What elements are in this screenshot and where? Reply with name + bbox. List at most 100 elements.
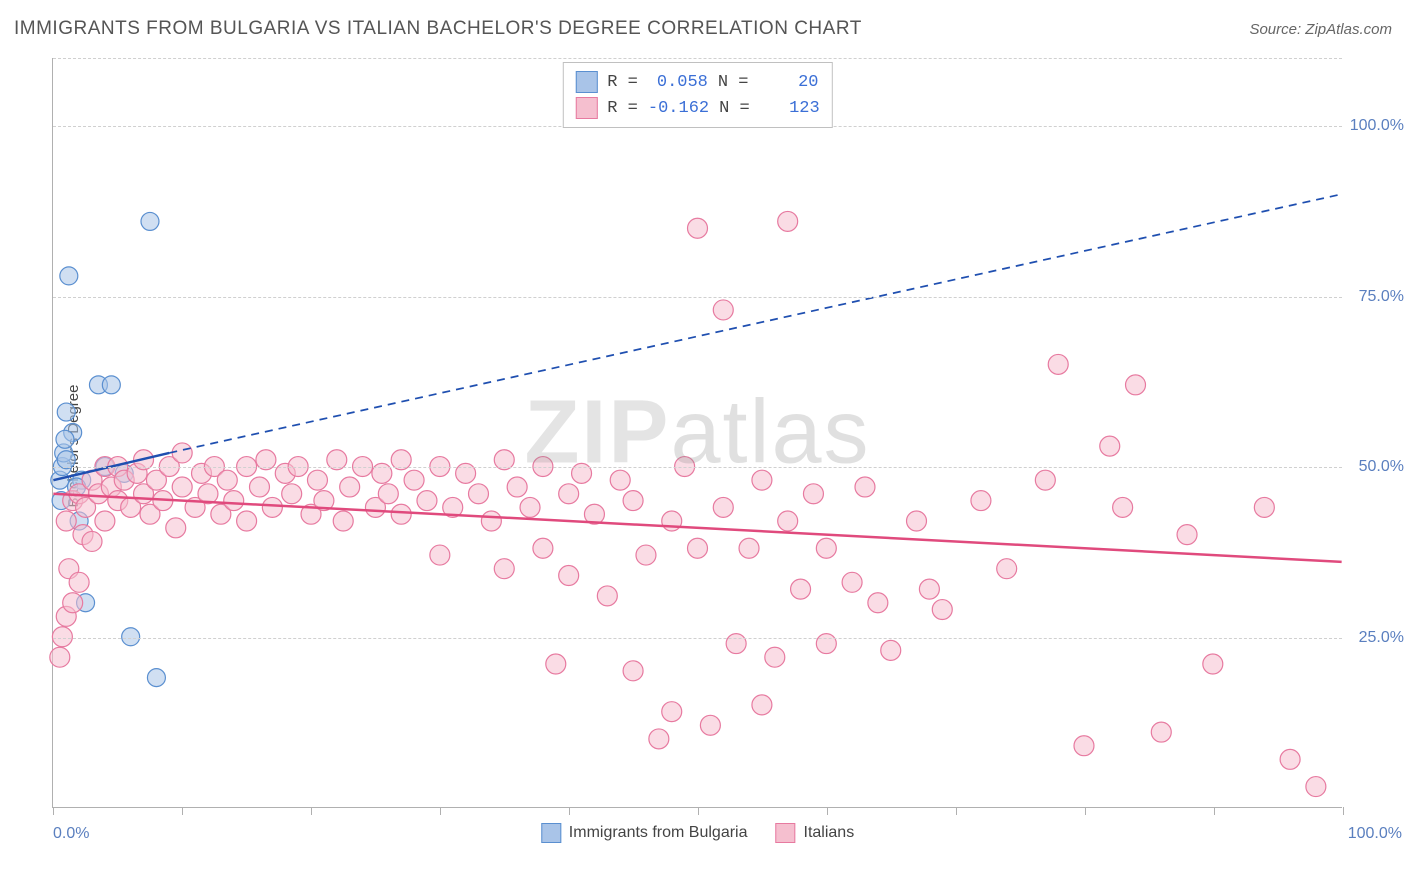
data-point bbox=[56, 430, 74, 448]
data-point bbox=[1126, 375, 1146, 395]
legend-swatch-italians bbox=[776, 823, 796, 843]
data-point bbox=[713, 497, 733, 517]
stats-legend: R = 0.058 N = 20 R = -0.162 N = 123 bbox=[562, 62, 832, 128]
data-point bbox=[69, 572, 89, 592]
x-tick bbox=[827, 807, 828, 815]
data-point bbox=[688, 538, 708, 558]
data-point bbox=[533, 538, 553, 558]
swatch-bulgaria bbox=[575, 71, 597, 93]
data-point bbox=[1100, 436, 1120, 456]
legend-item-bulgaria: Immigrants from Bulgaria bbox=[541, 823, 748, 843]
data-point bbox=[649, 729, 669, 749]
data-point bbox=[662, 702, 682, 722]
x-tick bbox=[440, 807, 441, 815]
data-point bbox=[147, 669, 165, 687]
stats-row-italians: R = -0.162 N = 123 bbox=[575, 95, 819, 121]
data-point bbox=[1280, 749, 1300, 769]
stats-row-bulgaria: R = 0.058 N = 20 bbox=[575, 69, 819, 95]
x-tick bbox=[1085, 807, 1086, 815]
data-point bbox=[1048, 354, 1068, 374]
data-point bbox=[166, 518, 186, 538]
n-value-italians: 123 bbox=[760, 99, 820, 118]
r-value-italians: -0.162 bbox=[648, 99, 709, 118]
legend-item-italians: Italians bbox=[776, 823, 855, 843]
data-point bbox=[507, 477, 527, 497]
data-point bbox=[378, 484, 398, 504]
data-point bbox=[404, 470, 424, 490]
gridline bbox=[53, 297, 1342, 298]
swatch-italians bbox=[575, 97, 597, 119]
data-point bbox=[56, 511, 76, 531]
x-tick bbox=[53, 807, 54, 815]
x-tick bbox=[1214, 807, 1215, 815]
gridline bbox=[53, 467, 1342, 468]
data-point bbox=[791, 579, 811, 599]
data-point bbox=[739, 538, 759, 558]
data-point bbox=[636, 545, 656, 565]
data-point bbox=[63, 593, 83, 613]
data-point bbox=[430, 545, 450, 565]
data-point bbox=[50, 647, 70, 667]
data-point bbox=[57, 451, 75, 469]
trend-line-dashed bbox=[169, 194, 1341, 453]
x-tick bbox=[698, 807, 699, 815]
data-point bbox=[752, 470, 772, 490]
legend-label-bulgaria: Immigrants from Bulgaria bbox=[569, 824, 748, 842]
data-point bbox=[855, 477, 875, 497]
data-point bbox=[932, 600, 952, 620]
data-point bbox=[868, 593, 888, 613]
data-point bbox=[262, 497, 282, 517]
data-point bbox=[919, 579, 939, 599]
data-point bbox=[307, 470, 327, 490]
y-tick-label: 50.0% bbox=[1359, 458, 1404, 476]
data-point bbox=[102, 376, 120, 394]
data-point bbox=[57, 403, 75, 421]
r-value-bulgaria: 0.058 bbox=[648, 73, 708, 92]
gridline bbox=[53, 58, 1342, 59]
data-point bbox=[494, 559, 514, 579]
data-point bbox=[520, 497, 540, 517]
data-point bbox=[1151, 722, 1171, 742]
data-point bbox=[141, 212, 159, 230]
data-point bbox=[623, 491, 643, 511]
data-point bbox=[224, 491, 244, 511]
x-axis-label-max: 100.0% bbox=[1348, 825, 1402, 843]
data-point bbox=[597, 586, 617, 606]
legend-label-italians: Italians bbox=[804, 824, 855, 842]
data-point bbox=[481, 511, 501, 531]
x-tick bbox=[311, 807, 312, 815]
scatter-plot bbox=[53, 58, 1342, 807]
data-point bbox=[778, 511, 798, 531]
data-point bbox=[172, 477, 192, 497]
title-bar: IMMIGRANTS FROM BULGARIA VS ITALIAN BACH… bbox=[14, 18, 1392, 40]
data-point bbox=[249, 477, 269, 497]
data-point bbox=[700, 715, 720, 735]
data-point bbox=[559, 566, 579, 586]
data-point bbox=[469, 484, 489, 504]
data-point bbox=[237, 511, 257, 531]
x-axis-label-min: 0.0% bbox=[53, 825, 89, 843]
data-point bbox=[1254, 497, 1274, 517]
x-tick bbox=[1343, 807, 1344, 815]
y-tick-label: 100.0% bbox=[1350, 117, 1404, 135]
chart-area: ZIPatlas R = 0.058 N = 20 R = -0.162 N =… bbox=[52, 58, 1342, 808]
data-point bbox=[765, 647, 785, 667]
x-tick bbox=[182, 807, 183, 815]
gridline bbox=[53, 638, 1342, 639]
data-point bbox=[60, 267, 78, 285]
data-point bbox=[391, 504, 411, 524]
data-point bbox=[778, 211, 798, 231]
y-tick-label: 25.0% bbox=[1359, 629, 1404, 647]
data-point bbox=[217, 470, 237, 490]
data-point bbox=[82, 531, 102, 551]
data-point bbox=[282, 484, 302, 504]
data-point bbox=[997, 559, 1017, 579]
data-point bbox=[688, 218, 708, 238]
data-point bbox=[623, 661, 643, 681]
data-point bbox=[340, 477, 360, 497]
y-tick-label: 75.0% bbox=[1359, 288, 1404, 306]
n-value-bulgaria: 20 bbox=[759, 73, 819, 92]
data-point bbox=[1035, 470, 1055, 490]
data-point bbox=[1306, 777, 1326, 797]
data-point bbox=[546, 654, 566, 674]
